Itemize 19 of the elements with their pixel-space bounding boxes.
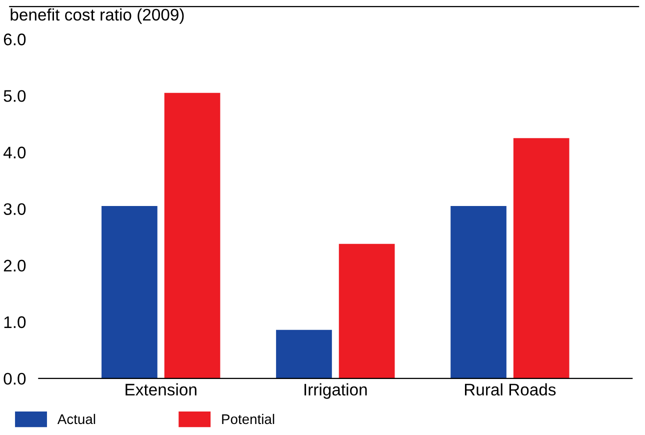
y-tick-label: 6.0 (4, 34, 26, 46)
bar (102, 206, 158, 378)
y-axis-title: benefit cost ratio (2009) (10, 8, 184, 24)
x-tick-label: Rural Roads (464, 383, 556, 396)
y-tick-label: 3.0 (4, 203, 26, 216)
bar (276, 330, 332, 378)
legend-label: Potential (222, 414, 274, 424)
y-tick-label: 1.0 (4, 316, 26, 328)
bar (164, 92, 220, 378)
legend-label: Actual (57, 414, 96, 424)
y-tick-label: 2.0 (4, 260, 26, 272)
y-tick-label: 4.0 (3, 146, 26, 158)
bar (450, 206, 506, 378)
y-tick-label: 5.0 (4, 90, 26, 102)
y-tick-label: 0.0 (4, 372, 26, 385)
x-tick-label: Irrigation (304, 383, 367, 399)
x-tick-label: Extension (126, 383, 196, 396)
bar (513, 138, 570, 378)
bar (338, 244, 395, 378)
